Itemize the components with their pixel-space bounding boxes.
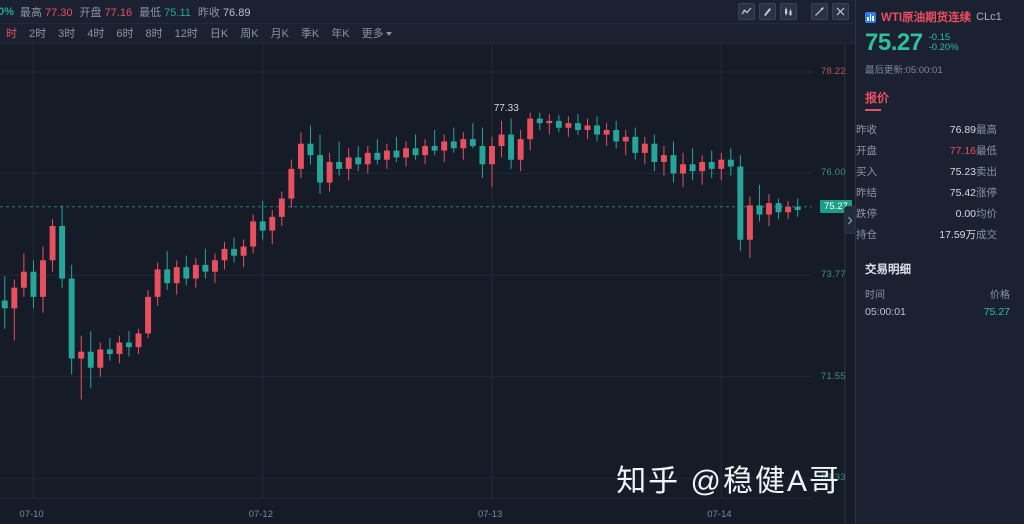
stat-label: 开盘 [79,6,105,19]
y-axis-label: 71.55 [821,370,846,382]
candles-icon[interactable] [780,3,797,20]
quote-key2: 最低 [976,145,998,157]
stat-value: 76.89 [222,6,251,19]
tab-周K[interactable]: 周K [240,27,259,40]
quote-value: 76.89 [949,123,977,136]
chart-bars-icon [865,11,876,23]
x-axis-label: 07-10 [19,509,44,520]
quote-value: 75.23 [949,165,977,178]
quote-key: 开盘 [856,145,877,157]
candlestick-plot[interactable]: 78.22 76.00 73.77 71.55 69.33 07-10 07-12 07-13… [0,44,855,524]
quote-key2: 卖出 [976,166,998,178]
y-axis-label: 78.22 [821,65,846,77]
y-axis-label: 69.33 [821,472,846,484]
quote-value: 0.00 [955,207,977,220]
quote-key2: 成交 [976,229,998,241]
quote-row: 开盘 77.16 最低 [856,140,1024,161]
quote-section-underline [865,109,881,111]
draw-icon[interactable] [759,3,776,20]
tab-8时[interactable]: 8时 [145,27,163,40]
symbol-name[interactable]: WTI原油期货连续 [881,12,972,24]
stat-value: 77.30 [44,6,73,19]
quote-sidebar: WTI原油期货连续 CLc1 75.27 -0.15 -0.20% 最后更新:0… [855,0,1024,524]
deals-header-row: 时间 价格 [856,284,1024,303]
deals-col-time: 时间 [865,290,885,301]
quote-section-title: 报价 [865,91,890,105]
quote-key: 买入 [856,166,877,178]
x-axis-label: 07-13 [477,509,503,520]
last-price: 75.27 [865,29,923,56]
stat-list: 最高 77.30 开盘 77.16 最低 75.11 昨收 76.89 [20,4,258,20]
peak-annotation: 77.33 [493,102,519,114]
quote-row: 跌停 0.00 均价 [856,203,1024,224]
tab-时[interactable]: 时 [6,27,17,40]
stat-3: 昨收 76.89 [198,4,251,20]
current-price-badge: 75.27 [820,199,852,213]
quote-key2: 涨停 [976,187,998,199]
quote-key2: 最高 [976,124,998,136]
quote-key2: 均价 [976,208,998,220]
x-axis-label: 07-12 [248,509,274,520]
y-axis-label: 76.00 [821,167,846,179]
quote-row: 昨结 75.42 涨停 [856,182,1024,203]
quote-value: 17.59万 [939,229,977,241]
quote-row: 买入 75.23 卖出 [856,161,1024,182]
deal-price: 75.27 [983,306,1010,318]
change-abs: -0.15 [928,32,951,43]
stat-1: 开盘 77.16 [80,4,133,20]
stat-label: 最低 [139,6,165,19]
sidebar-collapse-handle[interactable] [844,206,855,234]
symbol-row: WTI原油期货连续 CLc1 [865,9,1015,25]
tab-12时[interactable]: 12时 [174,27,198,40]
deal-time: 05:00:01 [865,306,906,318]
tab-4时[interactable]: 4时 [87,27,105,40]
tab-日K[interactable]: 日K [209,27,229,40]
tab-3时[interactable]: 3时 [58,27,76,40]
quote-value: 77.16 [949,144,977,157]
crosshair-icon[interactable] [811,3,828,20]
symbol-code: CLc1 [976,11,1002,23]
quote-key: 持仓 [856,229,877,241]
tab-月K[interactable]: 月K [270,27,289,40]
last-updated: 最后更新:05:00:01 [865,65,943,76]
chart-canvas [0,44,846,524]
quote-key: 跌停 [856,208,877,220]
chart-pane: 0% 最高 77.30 开盘 77.16 最低 75.11 昨收 76.89 [0,0,855,524]
change-percent: 0% [0,5,14,18]
tab-季K[interactable]: 季K [300,27,320,40]
chevron-down-icon [385,31,392,36]
deals-section-title: 交易明细 [865,264,911,276]
indicator-icon[interactable] [738,3,755,20]
x-axis-label: 07-14 [707,509,732,520]
deal-row: 05:00:01 75.27 [856,303,1024,321]
quote-row: 持仓 17.59万 成交 [856,224,1024,245]
stat-0: 最高 77.30 [20,4,73,20]
timeframe-tabbar: 时 2时 3时 4时 6时 8时 12时 日K 周K 月K 季K 年K 更多 [0,24,855,44]
sidebar-header: WTI原油期货连续 CLc1 75.27 -0.15 -0.20% 最后更新:0… [856,0,1024,76]
y-axis-label: 73.77 [821,269,846,281]
chart-toolbar [738,3,849,20]
stat-value: 77.16 [104,6,133,19]
tab-2时[interactable]: 2时 [29,27,47,40]
quote-statusbar: 0% 最高 77.30 开盘 77.16 最低 75.11 昨收 76.89 [0,0,855,24]
quote-table: 昨收 76.89 最高开盘 77.16 最低买入 75.23 卖出昨结 75.42 涨停跌停 0.… [856,119,1024,245]
tab-年K[interactable]: 年K [331,27,350,40]
stat-label: 最高 [19,6,45,19]
tab-more[interactable]: 更多 [356,24,398,43]
close-icon[interactable] [832,3,849,20]
deals-table: 时间 价格 05:00:01 75.27 [856,284,1024,321]
stat-label: 昨收 [197,6,223,19]
stat-2: 最低 75.11 [139,4,191,20]
price-row: 75.27 -0.15 -0.20% [865,31,1015,55]
quote-value: 75.42 [949,186,977,199]
change-pct: -0.20% [928,42,959,53]
quote-key: 昨结 [856,187,877,199]
stat-value: 75.11 [164,6,191,19]
change-column: -0.15 -0.20% [929,31,959,53]
quote-key: 昨收 [856,124,877,136]
tab-6时[interactable]: 6时 [116,27,134,40]
deals-col-price: 价格 [990,290,1010,301]
quote-row: 昨收 76.89 最高 [856,119,1024,140]
